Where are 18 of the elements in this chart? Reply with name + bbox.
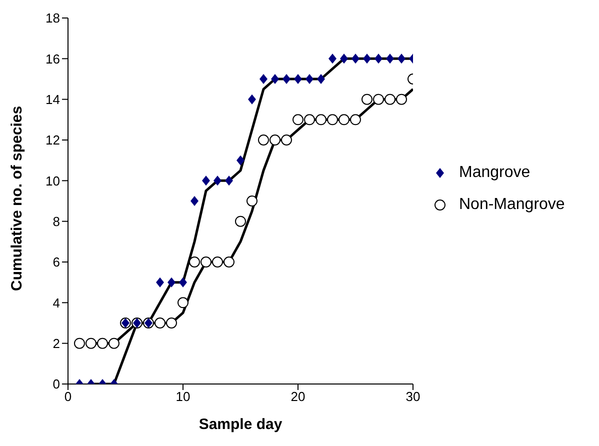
x-tick-label: 0 [64, 389, 72, 404]
y-tick-label: 6 [52, 254, 60, 270]
legend-label: Mangrove [459, 164, 530, 182]
x-tick-label: 30 [406, 389, 420, 404]
y-tick-label: 0 [52, 376, 60, 392]
legend-label: Non-Mangrove [459, 196, 565, 214]
y-tick-label: 18 [46, 10, 60, 26]
y-tick-label: 16 [46, 51, 60, 66]
y-tick-label: 2 [52, 336, 60, 351]
y-tick-label: 12 [46, 132, 60, 148]
x-axis-title: Sample day [198, 416, 283, 433]
y-tick-label: 10 [46, 173, 60, 188]
x-tick-label: 10 [176, 389, 190, 404]
y-axis-title: Cumulative no. of species [8, 106, 26, 291]
y-tick-label: 8 [52, 214, 60, 229]
y-tick-label: 14 [46, 92, 60, 107]
x-tick-label: 20 [290, 389, 306, 404]
y-tick-label: 4 [52, 295, 60, 310]
